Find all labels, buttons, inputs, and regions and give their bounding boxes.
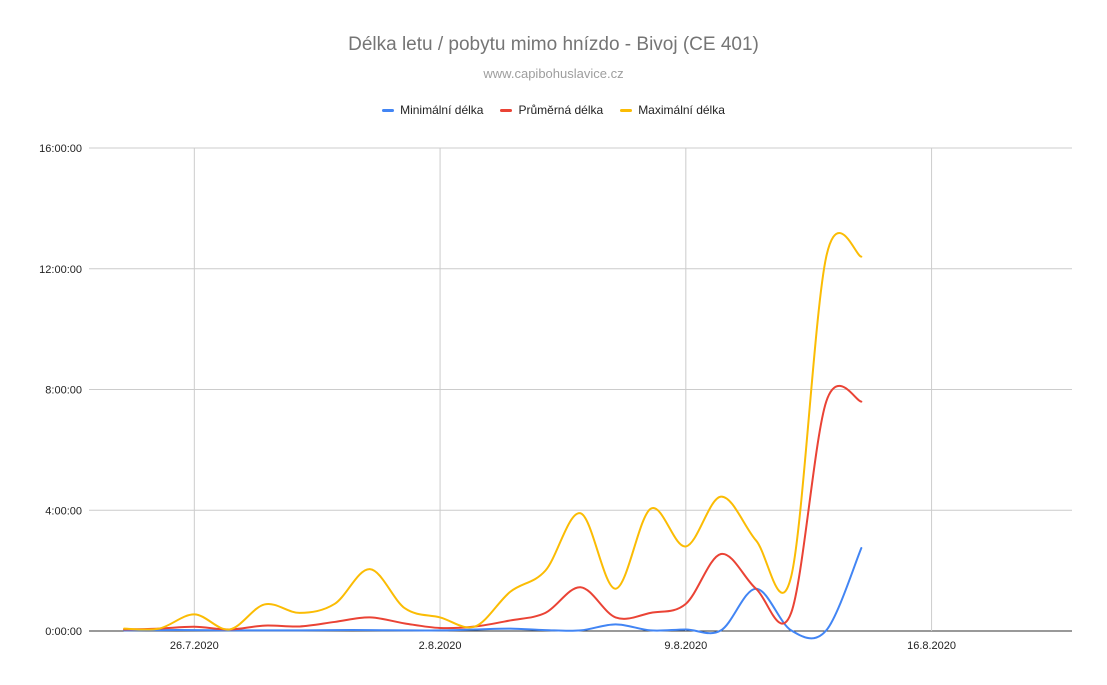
- y-tick-label: 12:00:00: [39, 264, 82, 276]
- x-tick-label: 16.8.2020: [907, 640, 956, 652]
- legend-swatch-max: [620, 108, 633, 112]
- y-tick-label: 16:00:00: [39, 143, 82, 155]
- x-tick-label: 2.8.2020: [419, 640, 462, 652]
- legend-swatch-avg: [500, 108, 513, 112]
- x-tick-label: 26.7.2020: [170, 640, 219, 652]
- series-line-max: [123, 232, 863, 631]
- chart-subtitle: www.capibohuslavice.cz: [483, 66, 624, 81]
- x-tick-label: 9.8.2020: [664, 640, 707, 652]
- legend-label-avg: Průměrná délka: [518, 103, 604, 117]
- y-tick-label: 8:00:00: [45, 385, 82, 397]
- y-tick-label: 0:00:00: [45, 626, 82, 638]
- y-tick-label: 4:00:00: [45, 505, 82, 517]
- legend-item-avg[interactable]: Průměrná délka: [500, 103, 603, 117]
- chart-legend: Minimální délka Průměrná délka Maximální…: [0, 103, 1107, 117]
- series-line-avg: [123, 385, 863, 631]
- legend-label-min: Minimální délka: [400, 103, 484, 117]
- legend-item-max[interactable]: Maximální délka: [620, 103, 725, 117]
- legend-swatch-min: [382, 108, 395, 112]
- series-line-min: [123, 546, 863, 640]
- legend-item-min[interactable]: Minimální délka: [382, 103, 483, 117]
- chart-title: Délka letu / pobytu mimo hnízdo - Bivoj …: [348, 34, 759, 55]
- legend-label-max: Maximální délka: [638, 103, 725, 117]
